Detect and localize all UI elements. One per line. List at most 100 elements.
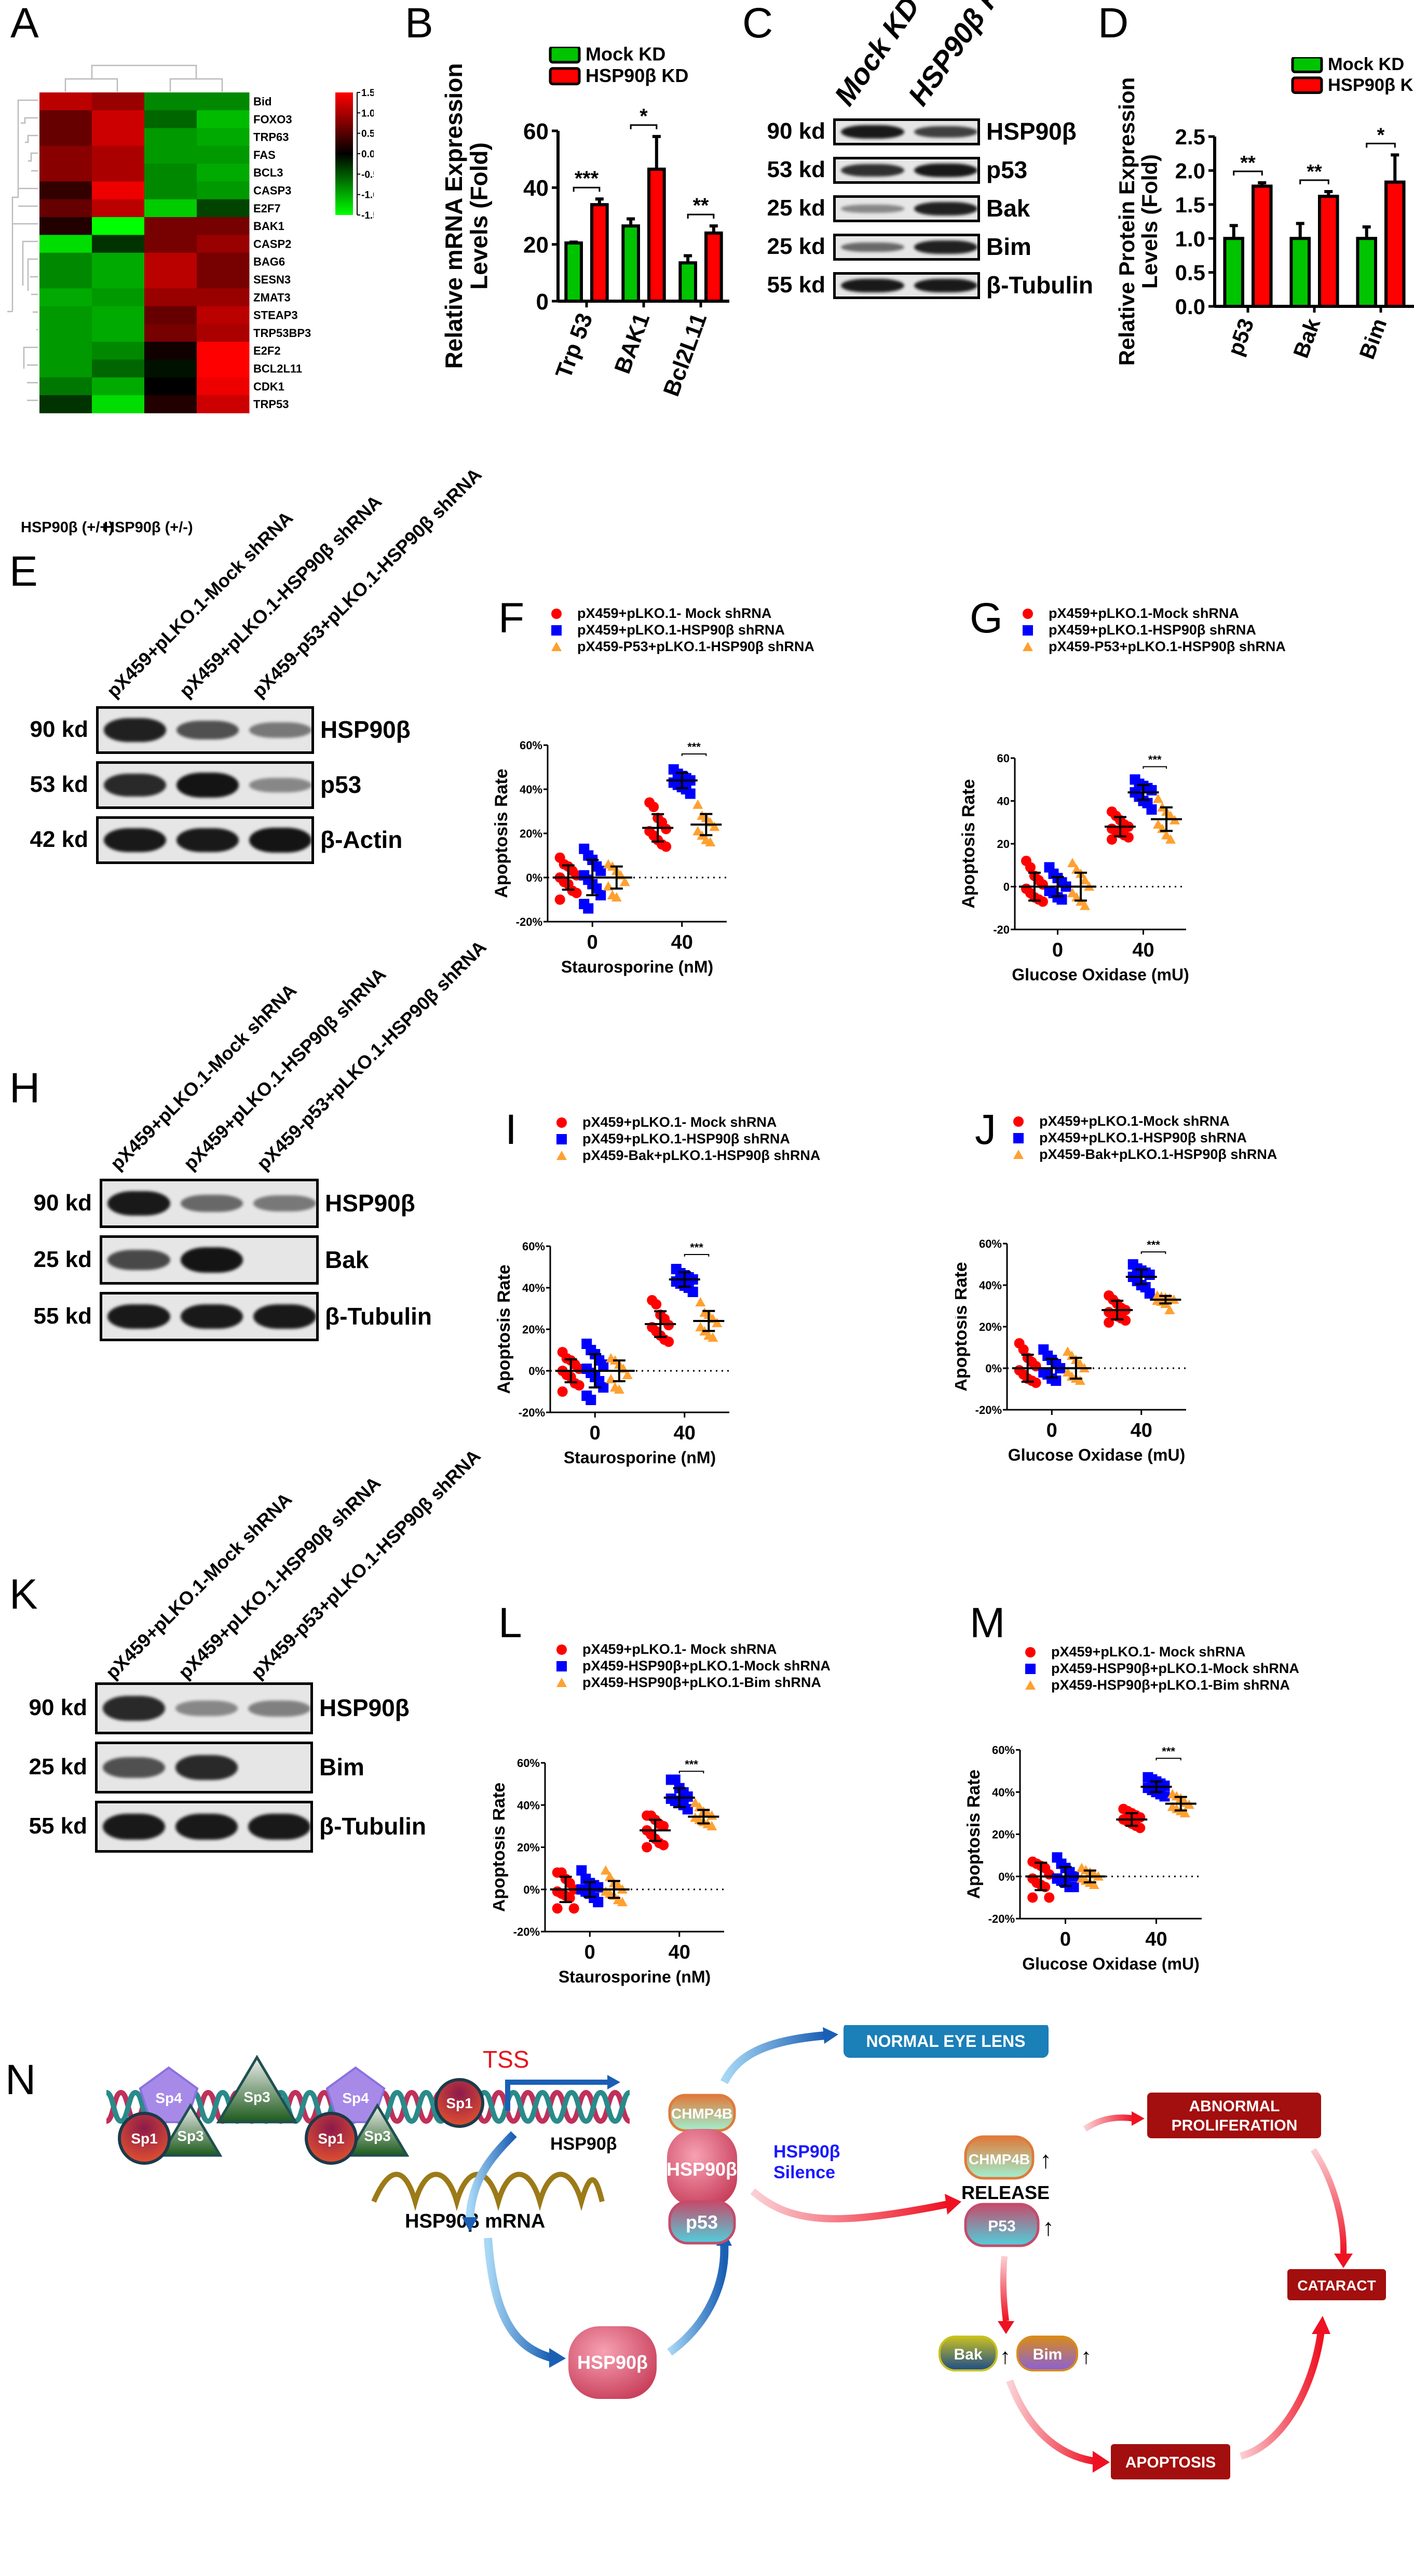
x-axis-label: Staurosporine (nM) — [561, 957, 713, 976]
effectors-to-apoptosis-arrow-icon — [1006, 2379, 1096, 2465]
silence-label-1: HSP90β — [773, 2142, 840, 2162]
protein-label: β-Tubulin — [325, 1302, 432, 1330]
y-tick-label: 20% — [979, 1320, 1002, 1333]
x-axis-label: Staurosporine (nM) — [564, 1448, 716, 1467]
proliferation-arrow-icon — [1083, 2114, 1135, 2132]
released-p53-icon — [964, 2203, 1040, 2247]
blot-strip — [95, 1682, 313, 1734]
heatmap-gene-label: CDK1 — [253, 380, 284, 393]
heatmap-cell — [197, 217, 250, 235]
data-point — [619, 876, 630, 886]
molecular-weight-label: 55 kd — [33, 1303, 92, 1329]
data-point — [1144, 1288, 1155, 1299]
data-point — [712, 1318, 723, 1327]
panel-label-n: N — [5, 2056, 36, 2103]
y-tick-label: 20% — [522, 1323, 545, 1336]
heatmap-cell — [39, 377, 92, 396]
heatmap-scale-tick: 1.50 — [361, 88, 374, 99]
data-point — [1159, 1781, 1170, 1791]
heatmap-cell — [144, 199, 197, 218]
y-tick-label: 60% — [517, 1757, 540, 1770]
heatmap-scale-tick: -0.50 — [361, 169, 374, 180]
protein-label: HSP90β — [325, 1189, 415, 1217]
protein-band — [180, 1247, 243, 1273]
bar — [1289, 237, 1311, 308]
pathway-diagram: TSS HSP90β Sp4 Sp3 Sp1 Sp3 Sp4 Sp3 Sp1 Sp1 HSP9… — [105, 2025, 1386, 2479]
data-point — [595, 890, 606, 900]
y-tick-label: 60 — [997, 752, 1010, 765]
data-point — [685, 788, 696, 799]
data-point — [1165, 834, 1176, 844]
heatmap-cell — [92, 395, 145, 413]
apoptosis-label: APOPTOSIS — [1125, 2454, 1216, 2471]
p53-complex-icon — [668, 2200, 736, 2245]
data-point — [552, 1903, 563, 1914]
y-tick-label: 60% — [979, 1237, 1002, 1250]
legend-label: pX459+pLKO.1-Mock shRNA — [1049, 605, 1239, 621]
sp1-factor-icon — [305, 2112, 358, 2165]
significance-label: *** — [685, 1758, 698, 1771]
heatmap-gene-label: FOXO3 — [253, 113, 292, 126]
legend-marker — [556, 1678, 567, 1687]
data-point — [651, 1299, 662, 1310]
x-category-label: 40 — [1145, 1928, 1167, 1950]
protein-label: p53 — [320, 771, 362, 798]
protein-band — [107, 1191, 170, 1216]
y-tick-label: -20% — [988, 1912, 1015, 1925]
y-tick-label: 2.5 — [1175, 125, 1205, 149]
bar — [1318, 195, 1339, 308]
significance-label: *** — [687, 740, 701, 753]
heatmap-cell — [92, 288, 145, 307]
significance-label: * — [1377, 124, 1385, 146]
legend-label: pX459-HSP90β+pLKO.1-Bim shRNA — [1051, 1677, 1290, 1693]
hsp90b-protein-label: HSP90β — [577, 2352, 648, 2373]
heatmap-cell — [92, 164, 145, 182]
data-point — [568, 1903, 579, 1914]
molecular-weight-label: 53 kd — [767, 157, 825, 182]
protein-band — [103, 718, 167, 742]
heatmap-cell — [39, 181, 92, 200]
data-point — [1037, 896, 1048, 907]
y-tick-label: -20% — [516, 915, 542, 928]
abnormal-proliferation-label-2: PROLIFERATION — [1172, 2117, 1298, 2134]
legend-marker — [551, 625, 562, 636]
heatmap-gene-label: SESN3 — [253, 273, 291, 286]
heatmap-gene-label: BCL2L11 — [253, 362, 302, 375]
protein-band — [248, 1813, 311, 1840]
gene-label: HSP90β — [550, 2134, 617, 2154]
y-tick-label: 40% — [992, 1786, 1015, 1799]
bar — [590, 203, 609, 303]
data-point — [1120, 1315, 1131, 1326]
y-tick-label: 20% — [517, 1841, 540, 1854]
complex-hsp90b-label: HSP90β — [667, 2159, 737, 2180]
heatmap-scale-tick: 1.00 — [361, 108, 374, 119]
heatmap-cell — [39, 217, 92, 235]
legend-marker — [1023, 625, 1033, 636]
data-point — [613, 1880, 623, 1890]
y-tick-label: 40% — [979, 1279, 1002, 1292]
chart-d-protein-expression: 0.0 0.5 1.0 1.5 2.0 2.5 Relative Protein Expre… — [1114, 57, 1414, 366]
hsp90b-protein-icon — [568, 2326, 657, 2399]
normal-lens-arrow-icon — [720, 2031, 826, 2084]
protein-band — [176, 720, 239, 740]
data-point — [1164, 1305, 1175, 1314]
panel-label-f: F — [498, 595, 525, 642]
heatmap-cell — [92, 235, 145, 253]
protein-band — [914, 278, 978, 293]
heatmap-cell — [92, 217, 145, 235]
protein-band — [253, 1304, 317, 1329]
heatmap-cell — [92, 377, 145, 396]
heatmap-cell — [92, 342, 145, 360]
protein-band — [914, 126, 978, 138]
heatmap-cell — [197, 252, 250, 271]
y-tick-label: -20% — [513, 1925, 540, 1938]
data-point — [1144, 1270, 1155, 1280]
panel-label-l: L — [498, 1599, 522, 1647]
protein-label: p53 — [986, 156, 1028, 183]
significance-label: *** — [690, 1241, 703, 1254]
proliferation-to-cataract-arrow-icon — [1311, 2148, 1347, 2254]
heatmap-cell — [197, 288, 250, 307]
blot-strip — [833, 118, 980, 145]
heatmap-cell — [144, 217, 197, 235]
heatmap-gene-label: TRP53 — [253, 398, 289, 411]
